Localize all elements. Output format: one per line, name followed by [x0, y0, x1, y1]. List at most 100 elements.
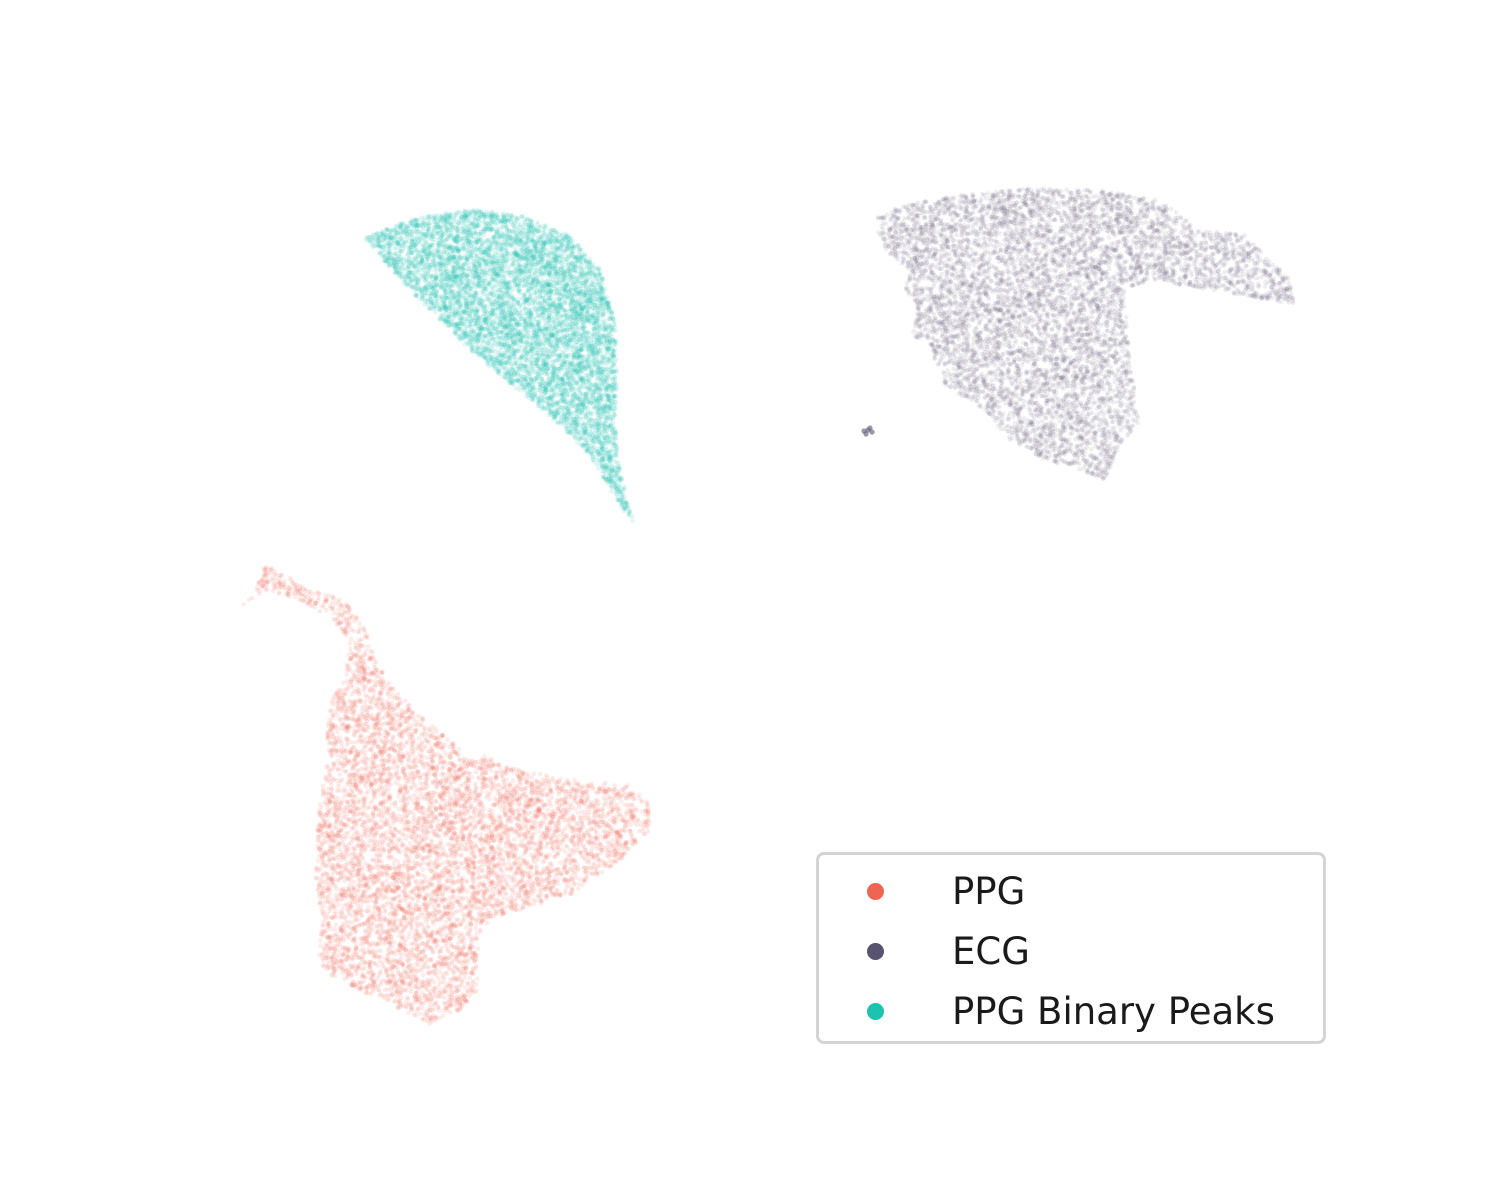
scatter-point	[414, 919, 419, 924]
scatter-point	[332, 857, 337, 862]
scatter-point	[419, 754, 424, 759]
scatter-point	[406, 1011, 411, 1016]
scatter-point	[450, 923, 455, 928]
scatter-point	[525, 772, 530, 777]
scatter-point	[422, 1012, 427, 1017]
scatter-point	[368, 930, 373, 935]
scatter-point	[407, 754, 412, 759]
scatter-point	[462, 918, 467, 923]
scatter-point	[384, 879, 389, 884]
scatter-point	[442, 977, 447, 982]
scatter-point	[502, 781, 507, 786]
scatter-point	[316, 859, 321, 864]
scatter-point	[549, 841, 554, 846]
scatter-point	[405, 997, 410, 1002]
scatter-point	[414, 801, 419, 806]
scatter-point	[377, 859, 382, 864]
scatter-point	[429, 754, 434, 759]
scatter-point	[407, 777, 412, 782]
scatter-point	[488, 797, 493, 802]
scatter-point	[476, 870, 481, 875]
scatter-point	[473, 935, 478, 940]
scatter-point	[357, 621, 362, 626]
scatter-point	[335, 853, 340, 858]
scatter-point	[496, 845, 501, 850]
scatter-point	[411, 816, 416, 821]
scatter-point	[363, 930, 368, 935]
scatter-point	[621, 817, 626, 822]
scatter-point	[473, 927, 478, 932]
scatter-point	[448, 988, 453, 993]
scatter-point	[411, 859, 416, 864]
scatter-point	[545, 894, 550, 899]
scatter-point	[394, 712, 399, 717]
scatter-point	[344, 835, 349, 840]
scatter-point	[415, 714, 420, 719]
scatter-point	[374, 931, 379, 936]
scatter-point	[564, 885, 569, 890]
scatter-point	[445, 854, 450, 859]
scatter-point	[377, 988, 382, 993]
scatter-point	[346, 621, 351, 626]
scatter-point	[456, 967, 461, 972]
scatter-point	[537, 829, 542, 834]
scatter-point	[334, 893, 339, 898]
scatter-point	[406, 833, 411, 838]
scatter-point	[371, 922, 376, 927]
scatter-point	[488, 792, 493, 797]
scatter-point	[474, 770, 479, 775]
scatter-point	[605, 840, 610, 845]
scatter-point	[413, 756, 418, 761]
scatter-point	[646, 805, 651, 810]
scatter-point	[515, 797, 520, 802]
scatter-point	[505, 883, 510, 888]
scatter-point	[320, 923, 325, 928]
scatter-point	[370, 650, 375, 655]
scatter-point	[373, 731, 378, 736]
scatter-point	[456, 866, 461, 871]
scatter-point	[362, 703, 367, 708]
scatter-point	[341, 815, 346, 820]
scatter-point	[524, 786, 529, 791]
scatter-point	[338, 718, 343, 723]
scatter-point	[466, 784, 471, 789]
scatter-point	[362, 942, 367, 947]
scatter-point	[386, 843, 391, 848]
scatter-point	[475, 976, 480, 981]
scatter-point	[521, 903, 526, 908]
scatter-point	[476, 775, 481, 780]
scatter-point	[445, 737, 450, 742]
scatter-point	[506, 874, 511, 879]
scatter-point	[424, 961, 429, 966]
scatter-point	[412, 995, 417, 1000]
scatter-point	[250, 596, 255, 601]
scatter-point	[444, 920, 449, 925]
scatter-point	[333, 934, 338, 939]
scatter-point	[354, 972, 359, 977]
scatter-point	[392, 726, 397, 731]
scatter-point	[407, 881, 412, 886]
scatter-point	[326, 899, 331, 904]
scatter-point	[577, 882, 582, 887]
scatter-point	[333, 939, 338, 944]
scatter-point	[366, 806, 371, 811]
scatter-point	[418, 759, 423, 764]
scatter-point	[339, 888, 344, 893]
scatter-point	[423, 875, 428, 880]
scatter-point	[522, 792, 527, 797]
scatter-point	[346, 869, 351, 874]
scatter-point	[610, 838, 615, 843]
scatter-point	[350, 740, 355, 745]
scatter-point	[331, 697, 336, 702]
scatter-point	[558, 861, 563, 866]
scatter-point	[459, 922, 464, 927]
scatter-point	[478, 817, 483, 822]
scatter-point	[426, 768, 431, 773]
scatter-point	[382, 942, 387, 947]
scatter-point	[628, 829, 633, 834]
scatter-point	[491, 780, 496, 785]
scatter-point	[480, 869, 485, 874]
scatter-point	[362, 737, 367, 742]
scatter-point	[321, 605, 326, 610]
scatter-point	[501, 870, 506, 875]
